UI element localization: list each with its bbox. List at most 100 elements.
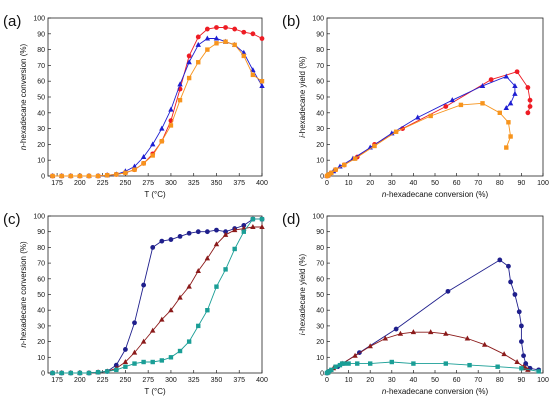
- series-line: [52, 38, 263, 177]
- x-tick-label: 300: [165, 180, 177, 187]
- data-point: [177, 294, 183, 300]
- data-point: [204, 26, 210, 32]
- series-line: [326, 102, 512, 177]
- x-tick-label: 375: [233, 180, 245, 187]
- data-point: [504, 145, 509, 150]
- data-point: [342, 361, 347, 366]
- data-point: [481, 341, 488, 347]
- data-point: [428, 113, 433, 119]
- data-point: [223, 267, 228, 272]
- data-point: [250, 31, 256, 37]
- data-point: [86, 173, 92, 179]
- y-axis-label: i-hexadecane yield (%): [298, 253, 307, 335]
- y-tick-label: 50: [37, 95, 45, 102]
- y-tick-label: 80: [37, 47, 45, 54]
- data-point: [196, 60, 201, 65]
- data-point: [123, 170, 128, 176]
- y-tick-label: 30: [316, 126, 324, 133]
- data-point: [168, 307, 174, 313]
- data-point: [519, 339, 524, 344]
- data-point: [367, 343, 373, 349]
- y-tick-label: 70: [316, 261, 324, 268]
- series-line: [52, 218, 262, 374]
- data-point: [372, 143, 377, 149]
- x-tick-label: 70: [474, 180, 482, 187]
- data-point: [525, 110, 531, 116]
- data-point: [519, 323, 524, 329]
- x-tick-label: 80: [496, 377, 504, 384]
- series-line: [52, 27, 263, 177]
- x-tick-label: 250: [120, 180, 132, 187]
- panel-label: (d): [282, 211, 300, 228]
- data-point: [393, 129, 399, 134]
- data-point: [458, 102, 464, 108]
- y-tick-label: 90: [37, 31, 45, 38]
- data-point: [159, 238, 165, 244]
- data-point: [196, 323, 201, 329]
- x-tick-label: 250: [120, 377, 132, 384]
- data-point: [368, 361, 373, 366]
- data-point: [527, 97, 533, 103]
- data-point: [95, 173, 101, 179]
- data-point: [259, 216, 265, 222]
- y-tick-label: 80: [316, 47, 324, 54]
- data-point: [195, 34, 201, 40]
- panel-1: 0 10 20 30 40 50 60 70 80 90 100 0 10 20 30 40 50 60 70 80 9…: [282, 13, 549, 199]
- data-point: [150, 141, 156, 147]
- data-point: [382, 335, 389, 341]
- y-tick-label: 10: [316, 158, 324, 165]
- x-tick-label: 350: [211, 180, 223, 187]
- series-line: [52, 226, 262, 374]
- panel-3: 0 10 20 30 40 50 60 70 80 90 100 0 10 20 30 40 50 60 70 80 9…: [282, 211, 549, 396]
- data-point: [241, 229, 246, 234]
- data-point: [495, 364, 500, 369]
- y-tick-label: 60: [316, 276, 324, 283]
- series-0: [50, 216, 265, 376]
- data-point: [232, 42, 237, 48]
- y-tick-label: 60: [37, 79, 45, 86]
- data-point: [508, 134, 513, 139]
- data-point: [411, 361, 416, 366]
- data-point: [464, 335, 471, 341]
- x-tick-label: 0: [325, 377, 329, 384]
- x-tick-label: 40: [410, 180, 418, 187]
- data-point: [397, 330, 404, 336]
- data-point: [352, 156, 358, 161]
- y-axis-label: n-hexadecane conversion (%): [19, 241, 28, 348]
- data-point: [393, 326, 399, 332]
- x-tick-label: 50: [431, 180, 439, 187]
- data-point: [150, 153, 155, 158]
- data-point: [259, 223, 265, 229]
- y-tick-label: 40: [316, 308, 324, 315]
- x-tick-label: 375: [233, 377, 245, 384]
- data-point: [195, 267, 201, 273]
- data-point: [488, 77, 494, 83]
- x-tick-label: 0: [325, 180, 329, 187]
- y-tick-label: 100: [33, 16, 45, 23]
- plot-frame: [326, 215, 544, 374]
- y-tick-label: 20: [37, 339, 45, 346]
- data-point: [213, 35, 220, 41]
- data-point: [342, 162, 347, 168]
- data-point: [514, 359, 520, 365]
- series-2: [324, 359, 541, 376]
- data-point: [77, 370, 83, 376]
- data-point: [241, 49, 247, 55]
- data-point: [195, 229, 201, 235]
- data-point: [523, 361, 529, 366]
- x-tick-label: 400: [256, 180, 268, 187]
- y-tick-label: 30: [37, 323, 45, 330]
- data-point: [122, 359, 129, 365]
- x-tick-label: 80: [496, 180, 504, 187]
- x-tick-label: 90: [518, 377, 526, 384]
- x-tick-label: 275: [142, 377, 154, 384]
- data-point: [223, 25, 228, 30]
- x-tick-label: 225: [97, 180, 109, 187]
- data-point: [250, 67, 256, 73]
- series-line: [52, 41, 263, 177]
- x-tick-label: 70: [474, 377, 482, 384]
- data-point: [443, 361, 448, 366]
- series-0: [324, 69, 533, 179]
- data-point: [150, 327, 156, 333]
- series-line: [52, 218, 262, 374]
